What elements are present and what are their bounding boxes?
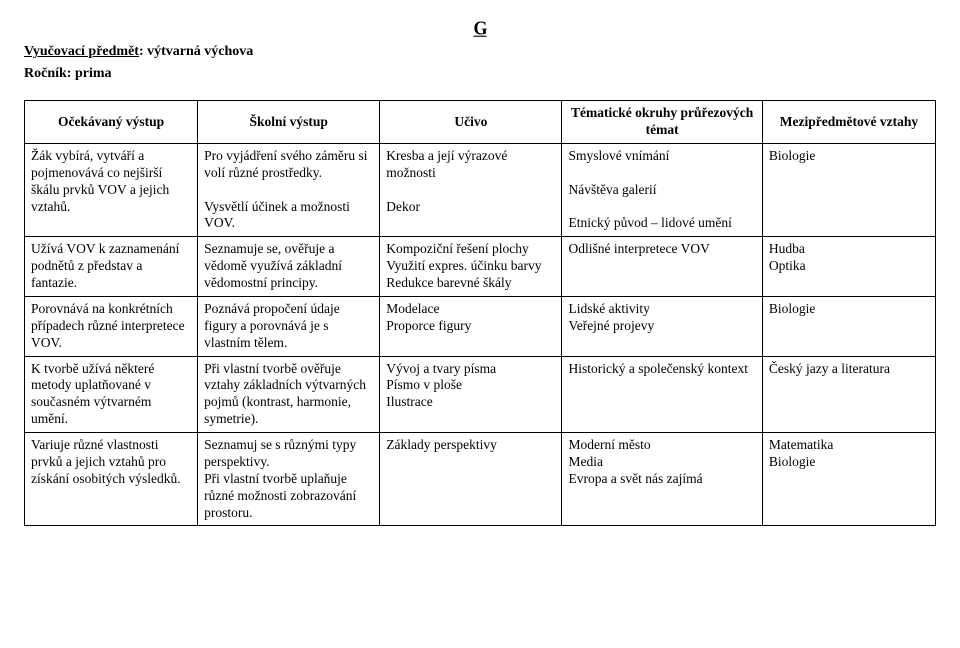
table-cell: Biologie: [762, 296, 935, 356]
table-row: Žák vybírá, vytváří a pojmenovává co nej…: [25, 143, 936, 236]
col-header: Učivo: [380, 101, 562, 144]
table-cell: Smyslové vnímáníNávštěva galeriíEtnický …: [562, 143, 762, 236]
col-header: Školní výstup: [198, 101, 380, 144]
table-cell: Seznamuj se s různými typy perspektivy.P…: [198, 433, 380, 526]
curriculum-table: Očekávaný výstup Školní výstup Učivo Tém…: [24, 100, 936, 526]
table-row: Variuje různé vlastnosti prvků a jejich …: [25, 433, 936, 526]
table-cell: Poznává propočení údaje figury a porovná…: [198, 296, 380, 356]
grade-line: Ročník: prima: [24, 66, 936, 82]
table-cell: Variuje různé vlastnosti prvků a jejich …: [25, 433, 198, 526]
table-cell: Vývoj a tvary písmaPísmo v plošeIlustrac…: [380, 356, 562, 433]
table-cell: Historický a společenský kontext: [562, 356, 762, 433]
table-cell: Při vlastní tvorbě ověřuje vztahy základ…: [198, 356, 380, 433]
table-cell: Český jazy a literatura: [762, 356, 935, 433]
table-cell: Užívá VOV k zaznamenání podnětů z předst…: [25, 237, 198, 297]
table-cell: Pro vyjádření svého záměru si volí různé…: [198, 143, 380, 236]
table-cell: Odlišné interpretece VOV: [562, 237, 762, 297]
table-row: Porovnává na konkrétních případech různé…: [25, 296, 936, 356]
table-cell: Porovnává na konkrétních případech různé…: [25, 296, 198, 356]
table-cell: Žák vybírá, vytváří a pojmenovává co nej…: [25, 143, 198, 236]
table-cell: Biologie: [762, 143, 935, 236]
table-cell: K tvorbě užívá některé metody uplatňovan…: [25, 356, 198, 433]
col-header: Mezipředmětové vztahy: [762, 101, 935, 144]
table-cell: Kresba a její výrazové možnostiDekor: [380, 143, 562, 236]
table-row: Užívá VOV k zaznamenání podnětů z předst…: [25, 237, 936, 297]
table-row: K tvorbě užívá některé metody uplatňovan…: [25, 356, 936, 433]
table-cell: MatematikaBiologie: [762, 433, 935, 526]
table-cell: HudbaOptika: [762, 237, 935, 297]
page-logo: G: [24, 20, 936, 36]
table-cell: Kompoziční řešení plochyVyužití expres. …: [380, 237, 562, 297]
col-header: Očekávaný výstup: [25, 101, 198, 144]
table-cell: Moderní městoMediaEvropa a svět nás zají…: [562, 433, 762, 526]
col-header: Tématické okruhy průřezových témat: [562, 101, 762, 144]
table-header-row: Očekávaný výstup Školní výstup Učivo Tém…: [25, 101, 936, 144]
table-cell: Základy perspektivy: [380, 433, 562, 526]
subject-line: Vyučovací předmět: výtvarná výchova: [24, 44, 936, 60]
table-cell: Seznamuje se, ověřuje a vědomě využívá z…: [198, 237, 380, 297]
table-cell: Modelace Proporce figury: [380, 296, 562, 356]
table-cell: Lidské aktivityVeřejné projevy: [562, 296, 762, 356]
